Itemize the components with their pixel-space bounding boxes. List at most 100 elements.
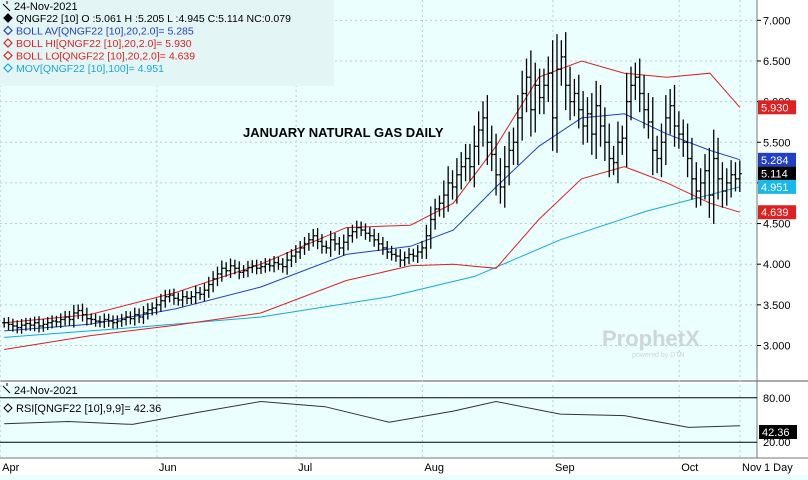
ohlc-bar [132,307,137,326]
ohlc-bar [285,252,290,275]
month-label: Oct [681,462,698,474]
ohlc-bar [655,135,660,174]
rsi-axis: 80.00 20.00 [763,393,791,449]
ohlc-bar [415,245,420,263]
legend-text: BOLL LO[QNGF22 [10],20,2.0]= 4.639 [16,51,195,63]
ohlc-bar [737,160,742,193]
legend-marker-icon [3,50,13,61]
ohlc-bar [546,56,551,103]
rsi-tick-label: 80.00 [763,393,791,405]
ohlc-bar [637,58,642,113]
ohlc-bar [502,145,507,208]
ohlc-bar [459,152,464,190]
ohlc-bar [137,308,142,324]
ohlc-bar [346,227,351,251]
ohlc-bar [446,166,451,212]
ohlc-bar [576,74,581,129]
ohlc-bar [363,223,368,240]
ohlc-bar [572,78,577,117]
ohlc-bar [372,228,377,247]
ohlc-bar [324,240,329,254]
price-tag-text: 5.930 [761,102,789,114]
ohlc-bar [141,306,146,324]
ohlc-bar [280,258,285,273]
ohlc-bar [176,292,181,306]
ohlc-bar [171,288,176,305]
ohlc-bar [302,236,307,255]
ohlc-bar [376,232,381,251]
ohlc-bar [202,283,207,302]
rsi-tick-label: 20.00 [763,437,791,449]
ohlc-bar [150,302,155,316]
ohlc-bar [354,220,359,239]
ohlc-bar [729,160,734,198]
ohlc-bar [620,125,625,155]
ohlc-bar [23,317,28,331]
ohlc-bar [215,266,220,287]
ohlc-bar [67,310,72,326]
ohlc-bar [97,315,102,328]
price-tick-label: 6.500 [763,56,791,68]
ohlc-bar [306,232,311,251]
ohlc-bar [689,137,694,200]
ohlc-bar [206,276,211,298]
legend-marker-icon [3,63,13,73]
ohlc-bar [481,101,485,147]
mov100-line [4,186,740,338]
ohlc-bar [10,318,15,332]
ohlc-bar [437,195,442,217]
ohlc-bar [124,310,129,326]
ohlc-bar [293,245,298,263]
ohlc-bar [515,95,520,166]
ohlc-bar [224,262,229,277]
cursor-icon [2,1,11,12]
period-label[interactable]: 1 Day [764,462,793,474]
rsi-diamond-icon [3,403,13,413]
ohlc-bar [698,168,703,206]
rsi-header: 24-Nov-2021 RSI[QNGF22 [10],9,9]= 42.36 [2,383,161,415]
ohlc-bar [663,95,668,166]
ohlc-bar [541,68,546,115]
legend-item: QNGF22 [10] O :5.061 H :5.205 L :4.945 C… [3,13,291,25]
ohlc-bar [333,232,337,251]
ohlc-bar [259,260,263,274]
ohlc-bar [589,93,594,155]
ohlc-bar [198,286,203,300]
price-tag: 5.284 [758,152,796,167]
ohlc-bar [180,290,185,307]
ohlc-bar [237,261,242,280]
ohlc-bar [163,289,168,308]
ohlc-bar [359,221,364,237]
ohlc-bar [106,313,111,327]
ohlc-bar [58,313,63,329]
legend-date: 24-Nov-2021 [2,1,78,13]
ohlc-bar [241,265,246,279]
ohlc-bar [263,258,268,273]
price-tag-text: 4.639 [761,207,789,219]
legend-list: QNGF22 [10] O :5.061 H :5.205 L :4.945 C… [3,13,291,75]
ohlc-bar [467,143,472,182]
ohlc-bar [668,89,673,135]
price-tag: 4.951 [758,179,796,194]
ohlc-bar [428,206,433,249]
price-tag: 5.114 [758,166,796,181]
ohlc-bar [511,127,516,166]
ohlc-bar [119,313,124,327]
ohlc-bar [524,58,529,113]
ohlc-bar [32,316,37,332]
ohlc-bar [607,123,612,178]
ohlc-bar [54,315,59,328]
ohlc-bar [624,72,629,168]
rsi-grid [0,397,757,443]
ohlc-bar [581,91,586,145]
ohlc-bar [2,317,7,328]
ohlc-bar [185,291,189,305]
ohlc-bar [550,40,555,151]
month-label: Jun [159,462,177,474]
ohlc-bar [659,123,664,178]
month-label: Sep [555,462,575,474]
ohlc-bar [672,84,677,147]
ohlc-bar [71,304,76,328]
ohlc-bar [158,293,163,312]
